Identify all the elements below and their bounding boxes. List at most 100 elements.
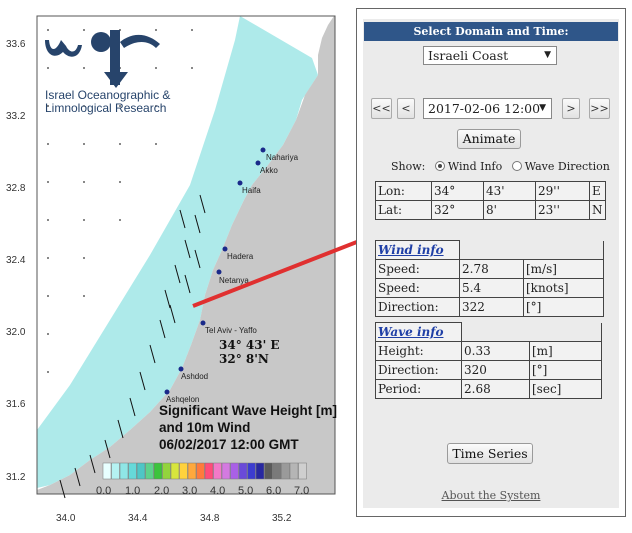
colorbar-label: 0.0 [96, 485, 111, 497]
grid-dot [47, 67, 49, 69]
grid-dot [47, 105, 49, 107]
wind-arrow [164, 289, 171, 309]
wind-row-label: Direction: [375, 297, 460, 317]
colorbar-swatch [162, 462, 171, 480]
prev-button[interactable]: < [397, 98, 415, 119]
table-row: Lon: 34° 43' 29'' E [375, 181, 606, 201]
wind-arrow [104, 439, 111, 459]
wave-direction-label[interactable]: Wave Direction [524, 160, 610, 173]
colorbar-swatch [204, 462, 214, 480]
colorbar-swatch [136, 462, 146, 480]
colorbar-swatch [119, 462, 129, 480]
grid-dot [155, 67, 157, 69]
grid-dot [155, 29, 157, 31]
lat-tick: 33.2 [6, 111, 26, 122]
wind-info-title: Wind info [375, 240, 460, 260]
wave-info-title: Wave info [375, 322, 462, 342]
grid-dot [47, 257, 49, 259]
colorbar-swatch [281, 462, 290, 480]
grid-dot [119, 181, 121, 183]
grid-dot [47, 295, 49, 297]
wind-info-label[interactable]: Wind Info [447, 160, 503, 173]
domain-select[interactable]: Israeli Coast ▼ [423, 46, 557, 65]
grid-dot [47, 181, 49, 183]
map-title-line2: and 10m Wind [159, 420, 250, 435]
time-series-button[interactable]: Time Series [447, 443, 533, 464]
grid-dot [83, 67, 85, 69]
wind-arrow [129, 397, 136, 417]
lat-tick: 32.8 [6, 183, 26, 194]
lon-tick: 34.0 [56, 513, 76, 524]
colorbar-swatch [289, 462, 299, 480]
logo-line2: Limnological Research [45, 101, 166, 115]
colorbar-swatch [264, 462, 273, 480]
city-label-tel-aviv: Tel Aviv - Yaffo [205, 326, 257, 335]
grid-dot [47, 29, 49, 31]
lat-tick: 32.0 [6, 327, 26, 338]
lon-tick: 35.2 [272, 513, 292, 524]
city-label-haifa: Haifa [242, 186, 261, 195]
city-label-ashqelon: Ashqelon [166, 395, 199, 404]
grid-dot [119, 143, 121, 145]
wind-arrow [169, 304, 176, 324]
animate-button[interactable]: Animate [457, 129, 521, 149]
land-area [37, 16, 335, 494]
wind-info-radio[interactable] [434, 161, 445, 171]
wind-arrow [89, 454, 96, 474]
wind-arrow [184, 274, 191, 294]
wave-row-label: Direction: [375, 360, 462, 380]
wave-row-label: Period: [375, 379, 462, 399]
grid-dot [191, 67, 193, 69]
chevron-down-icon: ▼ [539, 103, 546, 113]
city-dot [222, 246, 228, 252]
lon-label: Lon: [375, 181, 432, 201]
lon-hemi: E [589, 181, 606, 201]
wave-row-value: 0.33 [461, 341, 530, 361]
wave-row-label: Height: [375, 341, 462, 361]
last-button[interactable]: >> [589, 98, 610, 119]
wave-map[interactable]: Israel Oceanographic & Limnological Rese… [0, 0, 350, 533]
first-button[interactable]: << [371, 98, 392, 119]
table-row: Period: 2.68 [sec] [375, 379, 602, 399]
grid-dot [83, 181, 85, 183]
lat-sec: 23'' [535, 200, 590, 220]
table-row: Speed: 2.78 [m/s] [375, 259, 604, 279]
table-row: Height: 0.33 [m] [375, 341, 602, 361]
next-button[interactable]: > [562, 98, 580, 119]
colorbar-swatch [179, 462, 188, 480]
table-row: Direction: 322 [°] [375, 297, 604, 317]
lat-label: Lat: [375, 200, 432, 220]
wind-row-label: Speed: [375, 278, 460, 298]
info-panel: Select Domain and Time: Israeli Coast ▼ … [356, 8, 626, 517]
time-select[interactable]: 2017-02-06 12:00 ▼ [423, 98, 552, 119]
about-link[interactable]: About the System [441, 489, 541, 502]
city-dot [178, 366, 184, 372]
coords-table: Lon: 34° 43' 29'' E Lat: 32° 8' 23'' N [375, 181, 606, 220]
lat-tick: 32.4 [6, 255, 26, 266]
lat-tick: 31.6 [6, 399, 26, 410]
table-row: Speed: 5.4 [knots] [375, 278, 604, 298]
point-lat-label: 32° 8'N [219, 352, 269, 366]
lon-axis: 34.0 34.4 34.8 35.2 [56, 513, 292, 524]
city-dot [164, 389, 170, 395]
wind-row-value: 2.78 [459, 259, 524, 279]
lat-hemi: N [589, 200, 606, 220]
city-label-netanya: Netanya [219, 276, 249, 285]
wind-row-value: 5.4 [459, 278, 524, 298]
grid-dot [119, 219, 121, 221]
colorbar-swatch [230, 462, 239, 480]
colorbar-swatch [247, 462, 256, 480]
colorbar-swatch [187, 462, 197, 480]
wave-row-value: 320 [461, 360, 530, 380]
colorbar-label: 7.0 [294, 485, 309, 497]
grid-dot [47, 371, 49, 373]
colorbar-swatch [145, 462, 154, 480]
wave-direction-radio[interactable] [511, 161, 522, 171]
grid-dot [155, 105, 157, 107]
wind-row-unit: [knots] [523, 278, 604, 298]
iolr-logo: Israel Oceanographic & Limnological Rese… [45, 30, 170, 115]
wave-row-value: 2.68 [461, 379, 530, 399]
info-panel-body: Select Domain and Time: Israeli Coast ▼ … [363, 19, 619, 508]
grid-dot [47, 143, 49, 145]
wave-row-unit: [sec] [529, 379, 602, 399]
